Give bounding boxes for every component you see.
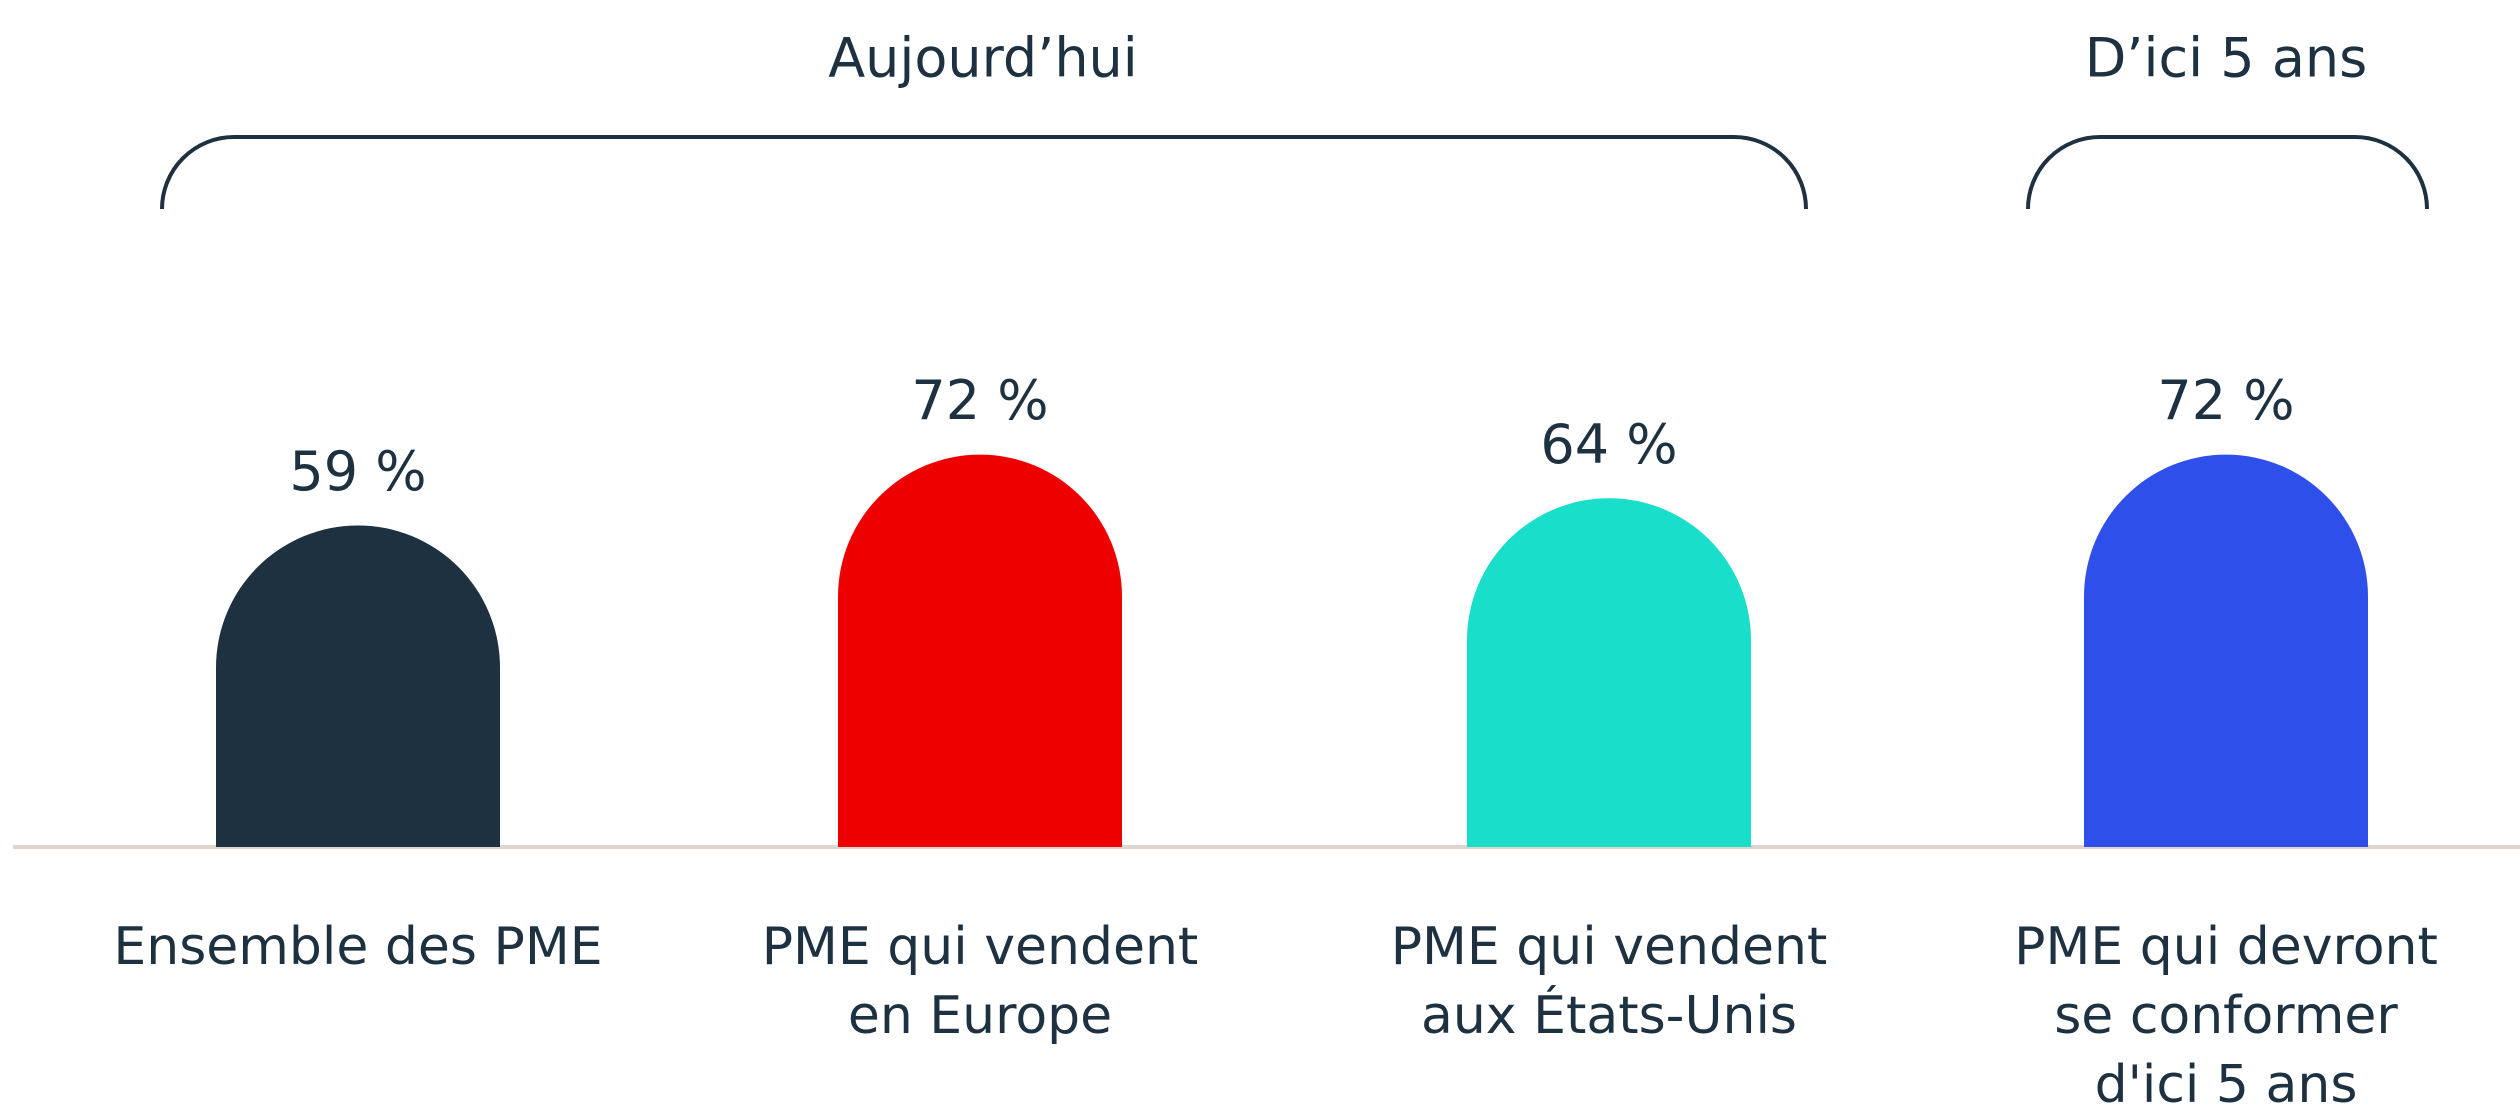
value-label: 64 %	[1540, 413, 1677, 476]
category-label: PME qui devront se conformer d'ici 5 ans	[2014, 917, 2438, 1115]
group-bracket	[2026, 135, 2429, 210]
value-label: 59 %	[289, 440, 426, 503]
value-label: 72 %	[2157, 369, 2294, 432]
value-label: 72 %	[911, 369, 1048, 432]
group-label: Aujourd’hui	[828, 27, 1138, 90]
category-label: PME qui vendent en Europe	[761, 917, 1199, 1046]
group-label: D’ici 5 ans	[2085, 27, 2368, 90]
bar	[838, 454, 1122, 847]
bar	[2084, 454, 2368, 847]
group-bracket	[160, 135, 1808, 210]
bar	[1467, 498, 1751, 847]
bar	[216, 525, 500, 847]
category-label: PME qui vendent aux États-Unis	[1390, 917, 1828, 1046]
category-label: Ensemble des PME	[113, 917, 603, 977]
